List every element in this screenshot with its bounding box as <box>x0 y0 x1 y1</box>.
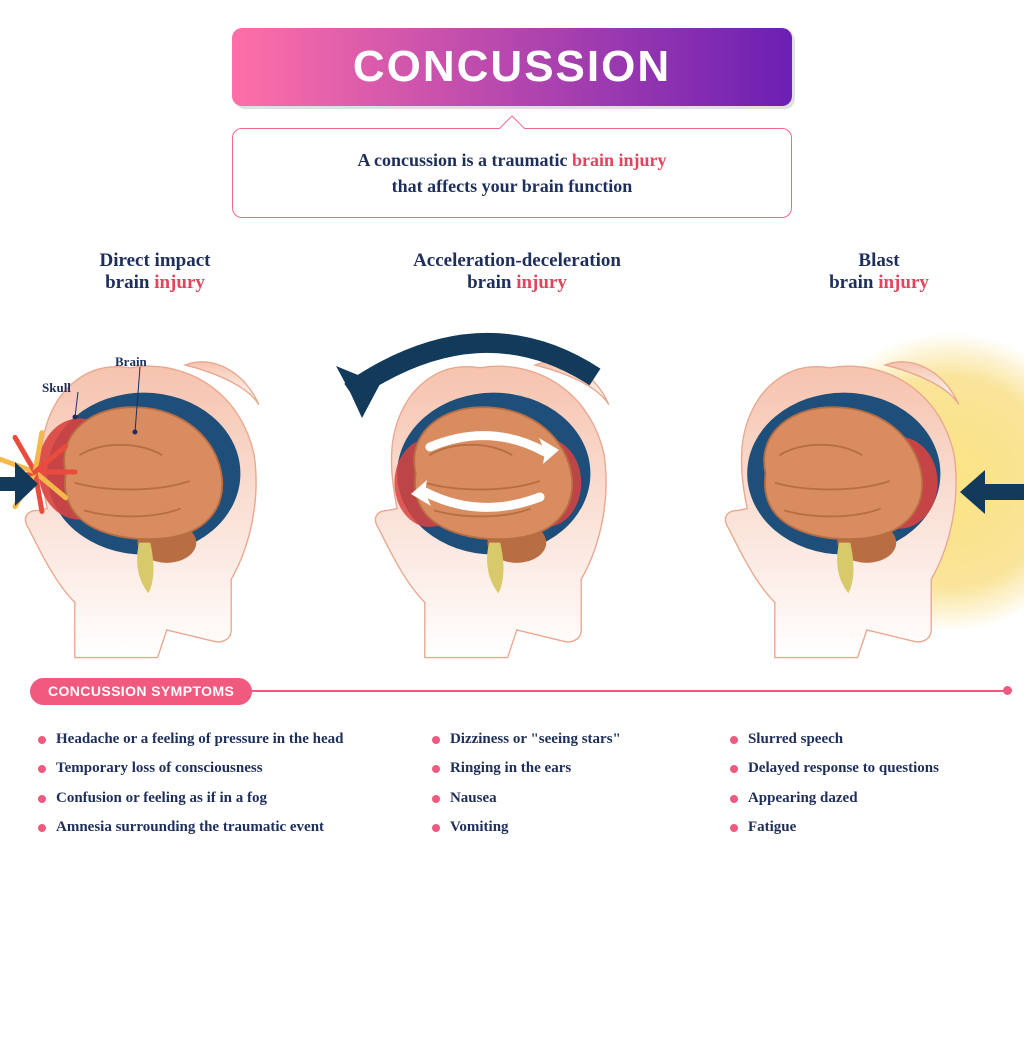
symptom-item: Vomiting <box>432 817 706 837</box>
type-line1: Direct impact <box>40 250 270 272</box>
symptom-item: Dizziness or "seeing stars" <box>432 729 706 749</box>
symptom-text: Temporary loss of consciousness <box>56 758 263 778</box>
definition-box: A concussion is a traumatic brain injury… <box>232 128 792 218</box>
symptom-item: Slurred speech <box>730 729 1004 749</box>
symptoms-divider-dot <box>1003 686 1012 695</box>
symptom-text: Confusion or feeling as if in a fog <box>56 788 267 808</box>
symptoms-col-1: Headache or a feeling of pressure in the… <box>38 720 408 846</box>
bullet-icon <box>730 795 738 803</box>
symptom-text: Delayed response to questions <box>748 758 939 778</box>
symptom-item: Temporary loss of consciousness <box>38 758 408 778</box>
bullet-icon <box>38 824 46 832</box>
symptoms-col-2: Dizziness or "seeing stars" Ringing in th… <box>432 720 706 846</box>
bullet-icon <box>38 795 46 803</box>
symptom-text: Dizziness or "seeing stars" <box>450 729 621 749</box>
symptoms-pill: CONCUSSION SYMPTOMS <box>30 678 252 705</box>
type-col-accel: Acceleration-deceleration brain injury <box>347 250 687 294</box>
symptoms-header: CONCUSSION SYMPTOMS <box>0 672 1024 708</box>
symptom-item: Headache or a feeling of pressure in the… <box>38 729 408 749</box>
bullet-icon <box>730 736 738 744</box>
type-line2-a: brain <box>467 272 516 293</box>
type-line2: brain injury <box>347 272 687 294</box>
type-line2-b: injury <box>878 272 929 293</box>
symptoms-col-3: Slurred speech Delayed response to questi… <box>730 720 1004 846</box>
symptom-text: Nausea <box>450 788 497 808</box>
bullet-icon <box>730 824 738 832</box>
symptom-text: Amnesia surrounding the traumatic event <box>56 817 324 837</box>
definition-border: A concussion is a traumatic brain injury… <box>232 128 792 218</box>
type-line1: Blast <box>764 250 994 272</box>
bullet-icon <box>432 824 440 832</box>
symptoms-columns: Headache or a feeling of pressure in the… <box>0 708 1024 846</box>
type-col-direct: Direct impact brain injury <box>40 250 270 294</box>
definition-line2: that affects your brain function <box>392 176 633 196</box>
symptom-text: Vomiting <box>450 817 509 837</box>
symptom-item: Delayed response to questions <box>730 758 1004 778</box>
type-line1: Acceleration-deceleration <box>347 250 687 272</box>
type-line2-b: injury <box>516 272 567 293</box>
symptom-item: Appearing dazed <box>730 788 1004 808</box>
symptom-text: Slurred speech <box>748 729 843 749</box>
diagram-svg <box>0 312 1024 672</box>
symptom-item: Nausea <box>432 788 706 808</box>
bullet-icon <box>38 736 46 744</box>
type-line2-b: injury <box>154 272 205 293</box>
diagrams-area: Brain Skull <box>0 312 1024 672</box>
anatomy-label-brain: Brain <box>115 354 147 370</box>
anatomy-label-skull: Skull <box>42 380 71 396</box>
type-line2-a: brain <box>829 272 878 293</box>
symptom-text: Appearing dazed <box>748 788 858 808</box>
bullet-icon <box>730 765 738 773</box>
type-line2: brain injury <box>764 272 994 294</box>
symptom-text: Fatigue <box>748 817 796 837</box>
title-banner: CONCUSSION <box>232 28 792 106</box>
symptom-item: Ringing in the ears <box>432 758 706 778</box>
bullet-icon <box>38 765 46 773</box>
symptom-item: Fatigue <box>730 817 1004 837</box>
types-row: Direct impact brain injury Acceleration-… <box>0 250 1024 294</box>
symptom-item: Confusion or feeling as if in a fog <box>38 788 408 808</box>
type-line2: brain injury <box>40 272 270 294</box>
page-title: CONCUSSION <box>353 42 671 92</box>
symptom-text: Ringing in the ears <box>450 758 571 778</box>
type-line2-a: brain <box>105 272 154 293</box>
symptom-item: Amnesia surrounding the traumatic event <box>38 817 408 837</box>
type-col-blast: Blast brain injury <box>764 250 994 294</box>
bullet-icon <box>432 736 440 744</box>
bullet-icon <box>432 765 440 773</box>
definition-text: A concussion is a traumatic brain injury… <box>261 147 763 199</box>
definition-highlight: brain injury <box>572 150 667 170</box>
bullet-icon <box>432 795 440 803</box>
definition-prefix: A concussion is a traumatic <box>357 150 572 170</box>
symptom-text: Headache or a feeling of pressure in the… <box>56 729 344 749</box>
